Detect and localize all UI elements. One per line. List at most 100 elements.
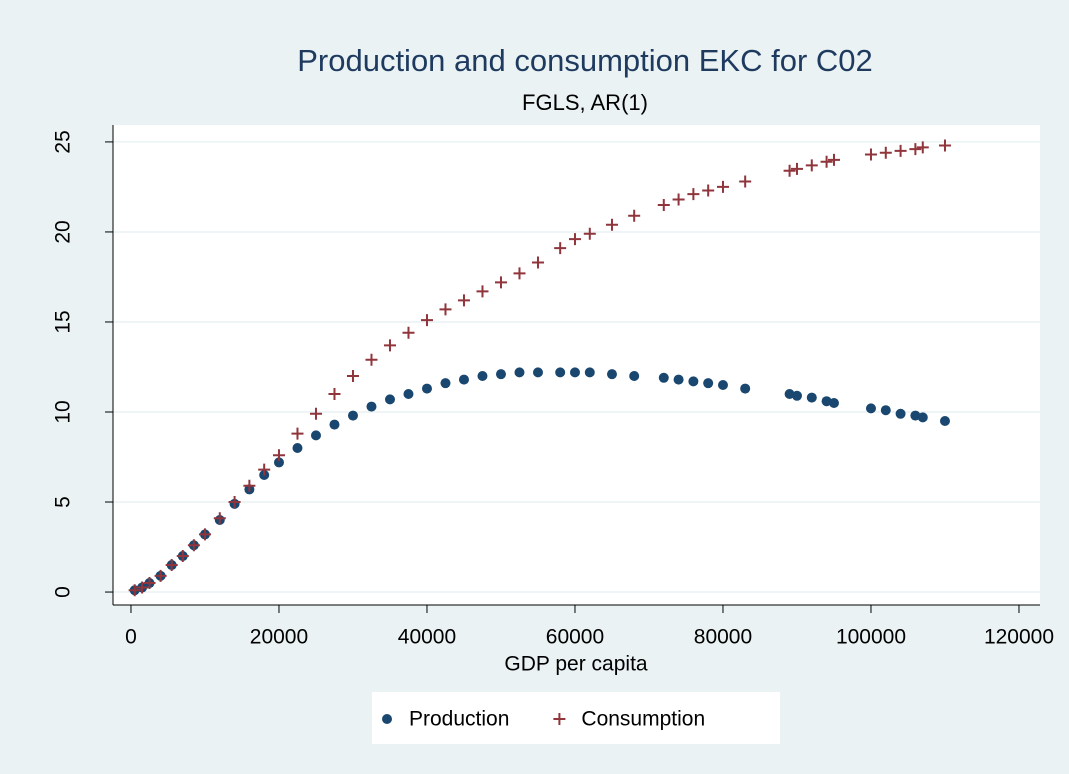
point: [605, 218, 618, 231]
point: [187, 539, 200, 552]
point: [555, 367, 566, 378]
point: [143, 577, 156, 590]
x-axis-label: GDP per capita: [504, 653, 648, 676]
point: [716, 180, 729, 193]
point: [865, 403, 876, 414]
x-tick-label: 60000: [546, 626, 604, 649]
point: [402, 326, 415, 339]
point: [366, 401, 377, 412]
y-tick-label: 10: [52, 400, 75, 423]
point: [917, 412, 928, 423]
point: [717, 379, 728, 390]
point: [494, 276, 507, 289]
y-tick-label: 15: [52, 310, 75, 333]
point: [365, 353, 378, 366]
point: [791, 390, 802, 401]
point: [740, 383, 751, 394]
point: [895, 408, 906, 419]
point: [176, 550, 189, 563]
point: [790, 162, 803, 175]
point: [477, 370, 488, 381]
point: [703, 378, 714, 389]
x-tick-label: 0: [125, 626, 137, 649]
point: [820, 155, 833, 168]
point: [309, 407, 322, 420]
point: [702, 184, 715, 197]
plot-area: [113, 125, 1040, 605]
point: [421, 383, 432, 394]
point: [347, 410, 358, 421]
point: [554, 242, 567, 255]
point: [291, 427, 304, 440]
y-tick-label: 20: [52, 220, 75, 243]
point: [243, 479, 256, 492]
point: [513, 267, 526, 280]
point: [568, 233, 581, 246]
point: [346, 369, 359, 382]
point: [673, 374, 684, 385]
point: [457, 294, 470, 307]
legend-label: Consumption: [581, 708, 705, 731]
legend-marker: [553, 713, 566, 725]
point: [629, 370, 640, 381]
point: [658, 372, 669, 383]
point: [739, 175, 752, 188]
legend: Production Consumption: [372, 692, 780, 744]
point: [258, 463, 271, 476]
point: [458, 374, 469, 385]
point: [228, 496, 241, 509]
point: [584, 367, 595, 378]
point: [687, 188, 700, 201]
point: [272, 449, 285, 462]
point: [198, 528, 211, 541]
point: [806, 392, 817, 403]
point: [128, 584, 141, 597]
point: [783, 164, 796, 177]
point: [292, 443, 303, 454]
point: [606, 369, 617, 380]
point: [165, 559, 178, 572]
point: [879, 146, 892, 159]
point: [384, 394, 395, 405]
point: [476, 285, 489, 298]
point: [154, 569, 167, 582]
point: [329, 419, 340, 430]
point: [495, 369, 506, 380]
point: [310, 430, 321, 441]
point: [532, 367, 543, 378]
point: [938, 139, 951, 152]
point: [213, 512, 226, 525]
point: [403, 388, 414, 399]
point: [909, 143, 922, 156]
x-tick-label: 20000: [250, 626, 308, 649]
x-tick-label: 80000: [694, 626, 752, 649]
point: [440, 378, 451, 389]
y-tick-label: 5: [52, 496, 75, 508]
chart-title: Production and consumption EKC for C02: [297, 43, 873, 78]
legend-box: [372, 692, 780, 744]
point: [383, 339, 396, 352]
point: [531, 256, 544, 269]
point: [273, 457, 284, 468]
point: [828, 397, 839, 408]
point: [672, 193, 685, 206]
legend-label: Production: [409, 708, 509, 731]
x-tick-label: 100000: [836, 626, 906, 649]
point: [688, 376, 699, 387]
x-tick-label: 120000: [984, 626, 1054, 649]
point: [628, 209, 641, 222]
point: [583, 227, 596, 240]
point: [805, 159, 818, 172]
point: [420, 314, 433, 327]
legend-marker: [382, 714, 392, 724]
point: [916, 141, 929, 154]
point: [880, 405, 891, 416]
point: [827, 153, 840, 166]
point: [657, 198, 670, 211]
point: [939, 415, 950, 426]
x-tick-label: 40000: [398, 626, 456, 649]
chart-subtitle: FGLS, AR(1): [522, 90, 648, 115]
point: [864, 148, 877, 161]
point: [894, 144, 907, 157]
